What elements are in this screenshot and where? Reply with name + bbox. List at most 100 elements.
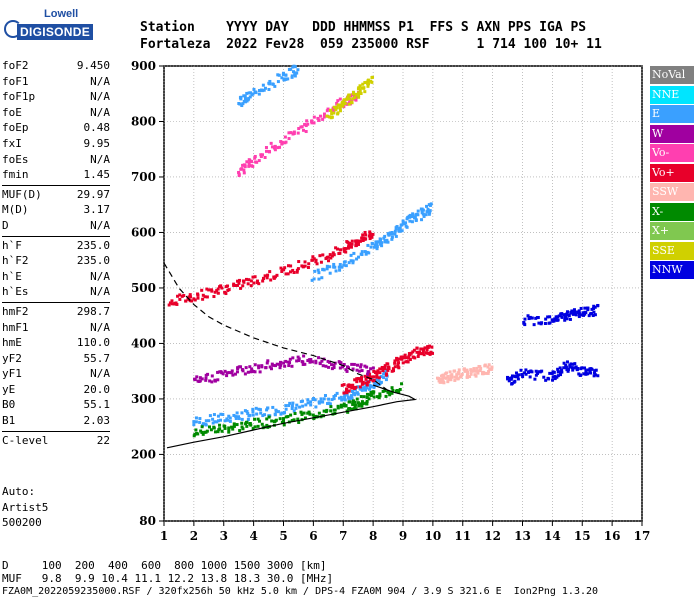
echo-point — [253, 363, 257, 367]
echo-point — [251, 413, 255, 417]
echo-point — [257, 159, 261, 163]
echo-point — [238, 102, 242, 106]
echo-point — [211, 417, 215, 421]
echo-point — [510, 374, 514, 378]
echo-point — [357, 255, 361, 259]
param-value: 0.48 — [83, 121, 111, 135]
echo-point — [368, 232, 372, 236]
echo-point — [364, 237, 368, 241]
echo-point — [337, 265, 341, 269]
echo-point — [390, 386, 394, 390]
echo-point — [349, 253, 353, 257]
echo-point — [346, 384, 350, 388]
param-row: hmE 110.0 — [2, 335, 112, 351]
echo-point — [368, 372, 372, 376]
echo-point — [248, 413, 252, 417]
echo-point — [245, 91, 249, 95]
echo-point — [349, 99, 353, 103]
echo-point — [290, 419, 294, 423]
echo-point — [390, 231, 394, 235]
echo-point — [329, 108, 333, 112]
echo-point — [338, 251, 342, 255]
echo-point — [318, 362, 322, 366]
echo-point — [219, 370, 223, 374]
echo-point — [368, 378, 372, 382]
echo-point — [594, 368, 598, 372]
echo-point — [537, 321, 541, 325]
echo-point — [360, 382, 364, 386]
echo-point — [256, 424, 260, 428]
y-tick-label: 900 — [131, 59, 156, 73]
echo-point — [370, 80, 374, 84]
echo-point — [415, 350, 419, 354]
echo-point — [317, 411, 321, 415]
echo-point — [260, 153, 264, 157]
echo-point — [324, 364, 328, 368]
echo-point — [225, 371, 229, 375]
echo-point — [364, 377, 368, 381]
echo-point — [551, 375, 555, 379]
echo-point — [224, 285, 228, 289]
echo-point — [523, 323, 527, 327]
echo-point — [580, 366, 584, 370]
echo-point — [330, 111, 334, 115]
echo-point — [295, 71, 299, 75]
echo-point — [327, 259, 331, 263]
echo-point — [341, 365, 345, 369]
echo-point — [361, 387, 365, 391]
echo-point — [358, 239, 362, 243]
echo-point — [216, 419, 220, 423]
param-label: foE — [2, 105, 22, 119]
echo-point — [241, 102, 245, 106]
echo-point — [441, 380, 445, 384]
echo-point — [274, 418, 278, 422]
param-label: foEp — [2, 121, 29, 135]
echo-point — [290, 364, 294, 368]
echo-point — [327, 115, 331, 119]
echo-point — [257, 92, 261, 96]
echo-point — [321, 364, 325, 368]
echo-point — [283, 266, 287, 270]
echo-point — [265, 276, 269, 280]
echo-point — [374, 370, 378, 374]
echo-point — [250, 164, 254, 168]
echo-point — [325, 264, 329, 268]
echo-point — [390, 232, 394, 236]
echo-point — [323, 394, 327, 398]
echo-point — [296, 417, 300, 421]
echo-point — [387, 233, 391, 237]
echo-point — [401, 355, 405, 359]
echo-point — [571, 362, 575, 366]
echo-point — [287, 137, 291, 141]
echo-point — [562, 361, 566, 365]
echo-point — [548, 315, 552, 319]
echo-point — [569, 310, 573, 314]
echo-point — [351, 261, 355, 265]
echo-point — [365, 399, 369, 403]
legend-item-w: W — [650, 124, 694, 143]
echo-point — [220, 429, 224, 433]
echo-point — [204, 376, 208, 380]
echo-point — [238, 429, 242, 433]
echo-point — [192, 297, 196, 301]
echo-point — [311, 255, 315, 259]
echo-point — [411, 355, 415, 359]
echo-point — [468, 375, 472, 379]
echo-point — [194, 420, 198, 424]
echo-point — [579, 373, 583, 377]
echo-point — [381, 369, 385, 373]
echo-point — [205, 429, 209, 433]
echo-point — [307, 262, 311, 266]
echo-point — [584, 311, 588, 315]
echo-point — [368, 384, 372, 388]
echo-point — [356, 363, 360, 367]
echo-point — [367, 375, 371, 379]
echo-point — [263, 156, 267, 160]
echo-point — [383, 370, 387, 374]
echo-point — [234, 415, 238, 419]
echo-point — [361, 239, 365, 243]
echo-point — [227, 428, 231, 432]
echo-point — [244, 100, 248, 104]
param-label: fmin — [2, 168, 29, 182]
echo-point — [552, 370, 556, 374]
